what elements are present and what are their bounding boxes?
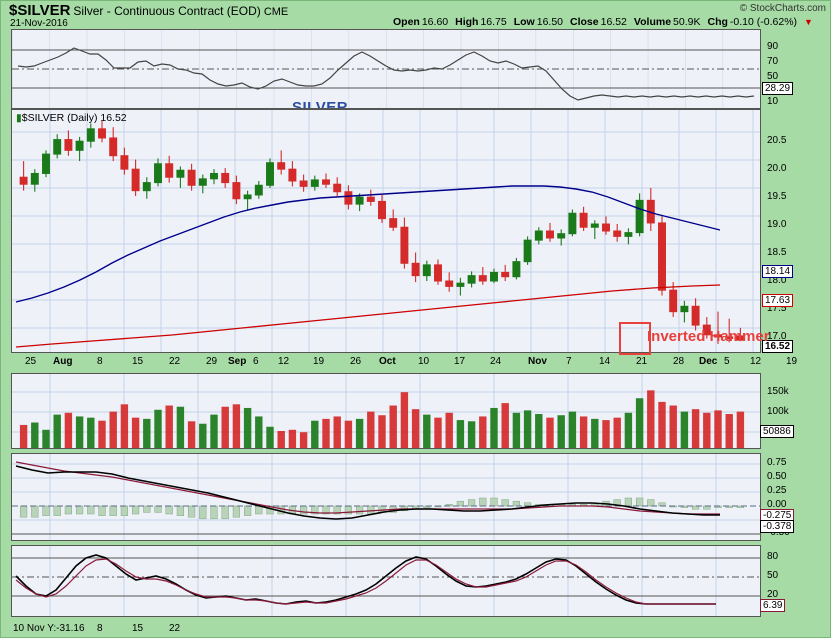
change-label: Chg bbox=[707, 16, 728, 28]
price-plot bbox=[12, 110, 760, 352]
macd-tick-075: 0.75 bbox=[767, 457, 787, 468]
quote-date: 21-Nov-2016 bbox=[10, 18, 68, 29]
bottom-date-tick-22: 22 bbox=[169, 623, 181, 634]
ticker-description: Silver - Continuous Contract (EOD) bbox=[73, 4, 261, 18]
date-tick-12: 12 bbox=[750, 356, 762, 367]
date-tick-21: 21 bbox=[636, 356, 648, 367]
low-value: 16.50 bbox=[536, 16, 564, 28]
volume-plot bbox=[12, 374, 760, 448]
stochastic-panel bbox=[11, 545, 761, 617]
rsi-plot bbox=[12, 30, 760, 108]
change-value: -0.10 (-0.62%) bbox=[729, 16, 798, 28]
cursor-readout: 10 Nov Y:-31.16 bbox=[13, 623, 85, 634]
date-tick-sep: Sep bbox=[228, 356, 247, 367]
chart-header: $SILVER Silver - Continuous Contract (EOD… bbox=[1, 1, 831, 29]
date-tick-10: 10 bbox=[418, 356, 430, 367]
price-tick-205: 20.5 bbox=[767, 135, 787, 146]
macd-panel bbox=[11, 453, 761, 541]
date-tick-oct: Oct bbox=[379, 356, 396, 367]
volume-tick-100k: 100k bbox=[767, 406, 789, 417]
date-tick-26: 26 bbox=[350, 356, 362, 367]
date-tick-22: 22 bbox=[169, 356, 181, 367]
stockcharts-brand: © StockCharts.com bbox=[739, 3, 826, 14]
date-tick-dec: Dec bbox=[699, 356, 718, 367]
bottom-date-tick-8: 8 bbox=[97, 623, 103, 634]
volume-value-box: 50886 bbox=[760, 425, 794, 438]
macd-tick-050: 0.50 bbox=[767, 471, 787, 482]
rsi-tick-70: 70 bbox=[767, 56, 779, 67]
low-label: Low bbox=[513, 16, 535, 28]
rsi-tick-90: 90 bbox=[767, 41, 779, 52]
date-tick-6: 6 bbox=[253, 356, 259, 367]
rsi-value-box: 28.29 bbox=[762, 82, 794, 95]
exchange-label: CME bbox=[263, 6, 289, 18]
price-tick-185: 18.5 bbox=[767, 247, 787, 258]
inverted-hammer-annotation: Inverted Hammer bbox=[647, 328, 770, 345]
price-tick-195: 19.5 bbox=[767, 191, 787, 202]
date-tick-nov: Nov bbox=[528, 356, 547, 367]
ohlc-quote-bar: Open 16.60 High 16.75 Low 16.50 Close 16.52 Volu… bbox=[393, 16, 813, 28]
chart-title: $SILVER Silver - Continuous Contract (EOD… bbox=[9, 2, 288, 20]
bottom-date-axis: 8 15 22 bbox=[1, 623, 831, 637]
date-tick-14: 14 bbox=[599, 356, 611, 367]
stochastic-plot bbox=[12, 546, 760, 616]
change-down-arrow-icon: ▼ bbox=[804, 17, 813, 27]
date-tick-24: 24 bbox=[490, 356, 502, 367]
date-tick-8: 8 bbox=[97, 356, 103, 367]
date-tick-25: 25 bbox=[25, 356, 37, 367]
stoch-tick-20: 20 bbox=[767, 589, 779, 600]
volume-value: 50.9K bbox=[673, 16, 701, 28]
price-tick-200: 20.0 bbox=[767, 163, 787, 174]
date-tick-15: 15 bbox=[132, 356, 144, 367]
date-tick-29: 29 bbox=[206, 356, 218, 367]
price-legend: ▮$SILVER (Daily) 16.52 bbox=[16, 112, 127, 124]
macd-line-value-box: -0.378 bbox=[760, 520, 795, 533]
volume-label: Volume bbox=[633, 16, 672, 28]
ticker-symbol: $SILVER bbox=[9, 2, 71, 19]
rsi-tick-50: 50 bbox=[767, 71, 779, 82]
price-tick-170: 17.0 bbox=[767, 331, 787, 342]
last-price-value-box: 16.52 bbox=[762, 340, 794, 353]
rsi-panel: SILVER bbox=[11, 29, 761, 109]
date-tick-12: 12 bbox=[278, 356, 290, 367]
stoch-tick-80: 80 bbox=[767, 551, 779, 562]
stoch-value-box: 6.39 bbox=[760, 599, 786, 612]
candle-icon: ▮ bbox=[16, 112, 22, 124]
stoch-tick-50: 50 bbox=[767, 570, 779, 581]
bottom-date-tick-15: 15 bbox=[132, 623, 144, 634]
ma-fast-value-box: 18.14 bbox=[762, 265, 794, 278]
date-tick-5: 5 bbox=[724, 356, 730, 367]
close-label: Close bbox=[570, 16, 599, 28]
macd-tick-000: 0.00 bbox=[767, 499, 787, 510]
macd-plot bbox=[12, 454, 760, 540]
macd-tick-025: 0.25 bbox=[767, 485, 787, 496]
volume-panel bbox=[11, 373, 761, 449]
inverted-hammer-highlight-box bbox=[619, 322, 651, 355]
date-axis: 25 Aug 8 15 22 29 Sep 6 12 19 26 Oct 10 17 24 Nov 7 14 21 2… bbox=[1, 356, 831, 370]
silver-watermark: SILVER bbox=[292, 99, 349, 109]
date-tick-19: 19 bbox=[786, 356, 798, 367]
price-tick-180: 18.0 bbox=[767, 275, 787, 286]
price-tick-190: 19.0 bbox=[767, 219, 787, 230]
close-value: 16.52 bbox=[600, 16, 627, 28]
open-value: 16.60 bbox=[421, 16, 449, 28]
high-label: High bbox=[455, 16, 479, 28]
open-label: Open bbox=[393, 16, 420, 28]
ma-slow-value-box: 17.63 bbox=[762, 294, 794, 307]
date-tick-28: 28 bbox=[673, 356, 685, 367]
date-tick-17: 17 bbox=[454, 356, 466, 367]
date-tick-aug: Aug bbox=[53, 356, 73, 367]
high-value: 16.75 bbox=[480, 16, 507, 28]
volume-tick-150k: 150k bbox=[767, 386, 789, 397]
price-tick-175: 17.5 bbox=[767, 303, 787, 314]
date-tick-7: 7 bbox=[566, 356, 572, 367]
price-legend-text: $SILVER (Daily) 16.52 bbox=[21, 112, 127, 124]
rsi-tick-10: 10 bbox=[767, 96, 779, 107]
date-tick-19: 19 bbox=[313, 356, 325, 367]
price-panel: ▮$SILVER (Daily) 16.52 bbox=[11, 109, 761, 353]
